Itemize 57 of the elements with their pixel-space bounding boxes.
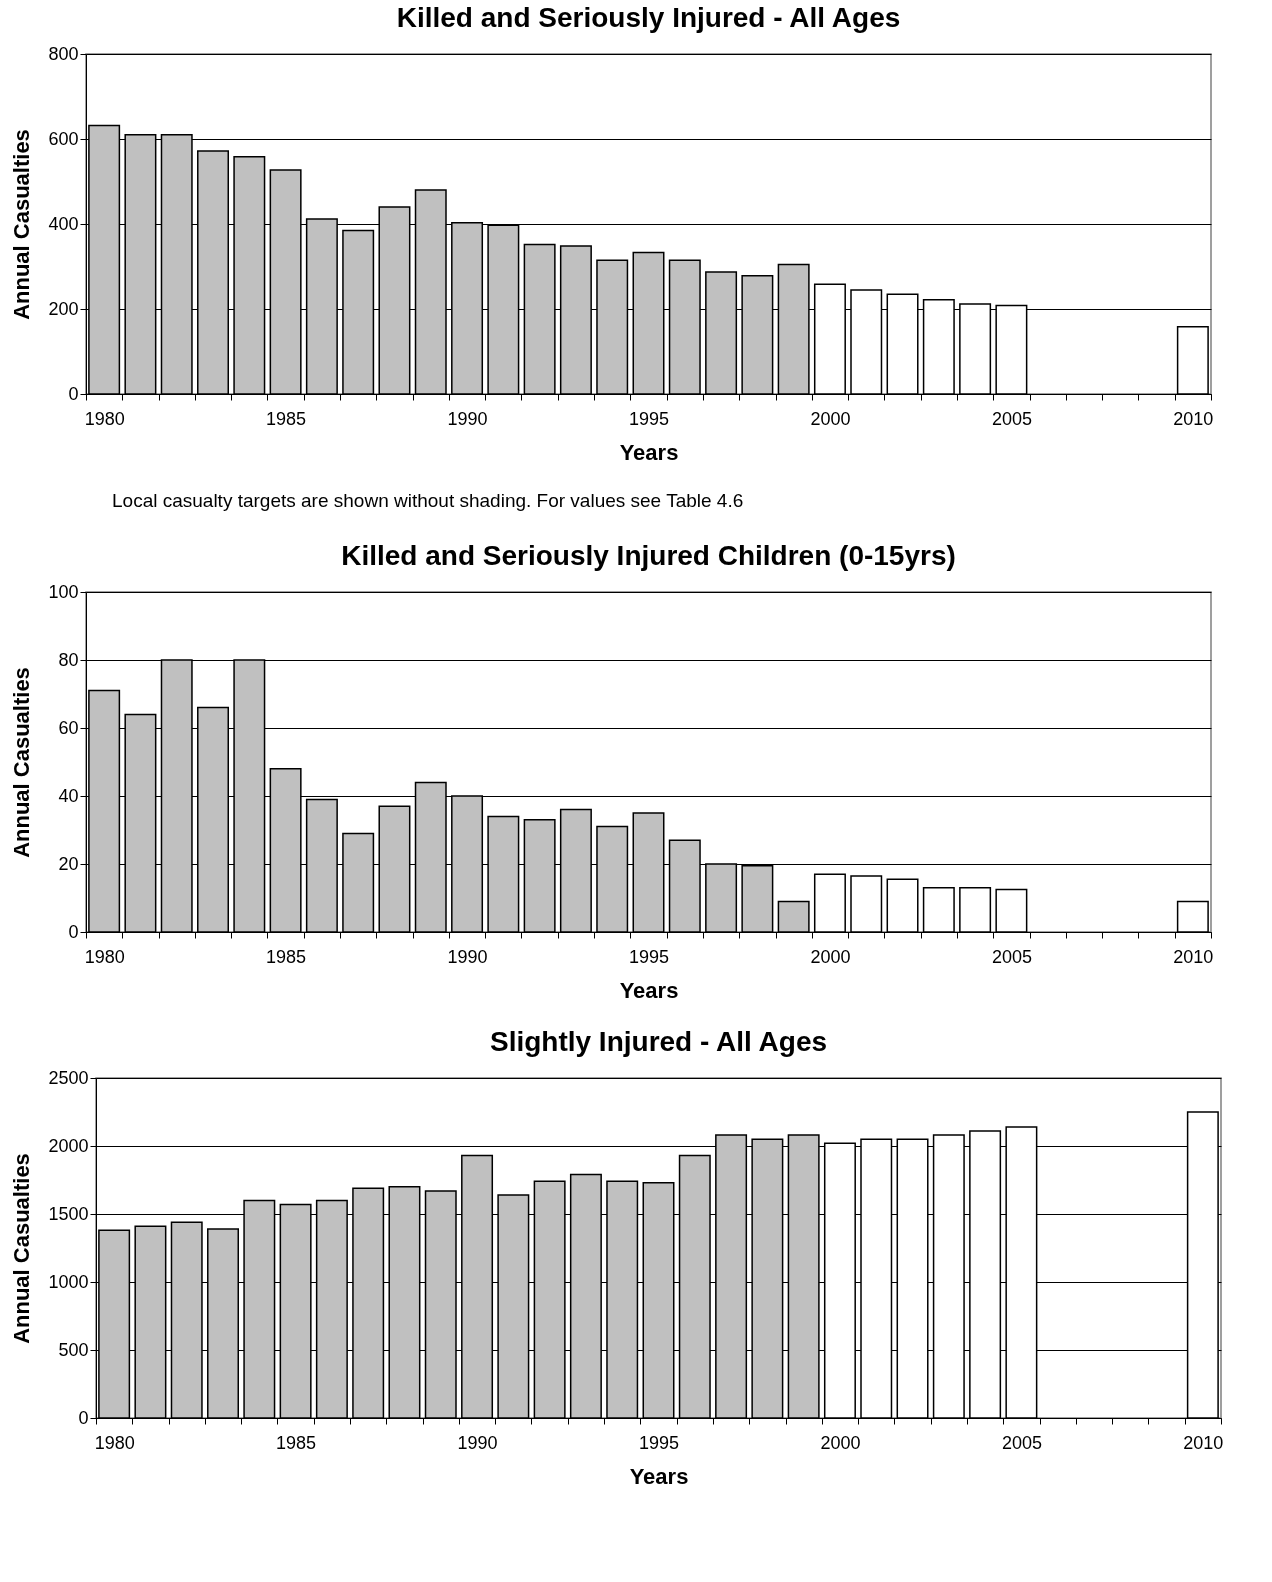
x-tick-label: 1990 (457, 1432, 498, 1453)
x-tick-label: 1990 (447, 408, 488, 429)
x-tick-label: 1985 (266, 408, 307, 429)
x-tick-label: 1985 (276, 1432, 317, 1453)
x-tick-label: 1990 (447, 946, 488, 967)
y-tick-label: 600 (48, 128, 79, 149)
y-tick-label: 60 (58, 717, 79, 738)
bar (959, 887, 992, 933)
y-axis-title: Annual Casualties (9, 129, 35, 320)
x-tick-label: 2005 (991, 946, 1032, 967)
bar (1176, 900, 1209, 933)
bar (1176, 326, 1209, 395)
x-tick-label: 1980 (84, 946, 125, 967)
x-tick-label: 2010 (1173, 946, 1214, 967)
y-axis-title: Annual Casualties (9, 667, 35, 858)
y-tick-label: 800 (48, 43, 79, 64)
y-tick-label: 0 (78, 1407, 89, 1428)
y-tick-label: 1000 (48, 1271, 89, 1292)
chart-title: Slightly Injured - All Ages (489, 1026, 828, 1057)
y-axis-title: Annual Casualties (9, 1153, 35, 1344)
x-tick-label: 2000 (810, 946, 851, 967)
x-tick-label: 2000 (820, 1432, 861, 1453)
x-tick-label: 2010 (1173, 408, 1214, 429)
bar (995, 888, 1028, 933)
bar (922, 887, 955, 933)
y-tick-label: 2500 (48, 1067, 89, 1088)
y-tick-label: 2000 (48, 1135, 89, 1156)
y-tick-label: 20 (58, 853, 79, 874)
x-tick-label: 2005 (1001, 1432, 1042, 1453)
y-tick-label: 40 (58, 785, 79, 806)
bar (777, 900, 810, 933)
x-tick-label: 1995 (628, 408, 670, 429)
x-tick-label: 2005 (991, 408, 1032, 429)
y-tick-label: 500 (58, 1339, 89, 1360)
x-tick-label: 1995 (638, 1432, 680, 1453)
x-axis-title: Years (619, 439, 679, 465)
x-tick-label: 2010 (1183, 1432, 1224, 1453)
x-axis-title: Years (629, 1463, 689, 1489)
y-tick-label: 200 (48, 298, 79, 319)
x-tick-label: 1995 (628, 946, 670, 967)
chart-title: Killed and Seriously Injured - All Ages (396, 2, 901, 33)
y-tick-label: 0 (68, 383, 79, 404)
y-tick-label: 100 (48, 581, 79, 602)
x-tick-label: 1985 (266, 946, 307, 967)
x-tick-label: 2000 (810, 408, 851, 429)
bar (813, 873, 846, 933)
bar (886, 878, 919, 933)
y-tick-label: 80 (58, 649, 79, 670)
y-tick-label: 400 (48, 213, 79, 234)
x-axis-title: Years (619, 977, 679, 1003)
x-tick-label: 1980 (94, 1432, 135, 1453)
y-tick-label: 0 (68, 921, 79, 942)
y-tick-label: 1500 (48, 1203, 89, 1224)
chart-title: Killed and Seriously Injured Children (0-15yrs) (341, 540, 956, 571)
bar (850, 875, 883, 933)
x-tick-label: 1980 (84, 408, 125, 429)
text: Local casualty targets are shown without shading. For values see Table 4.6 (112, 490, 745, 512)
